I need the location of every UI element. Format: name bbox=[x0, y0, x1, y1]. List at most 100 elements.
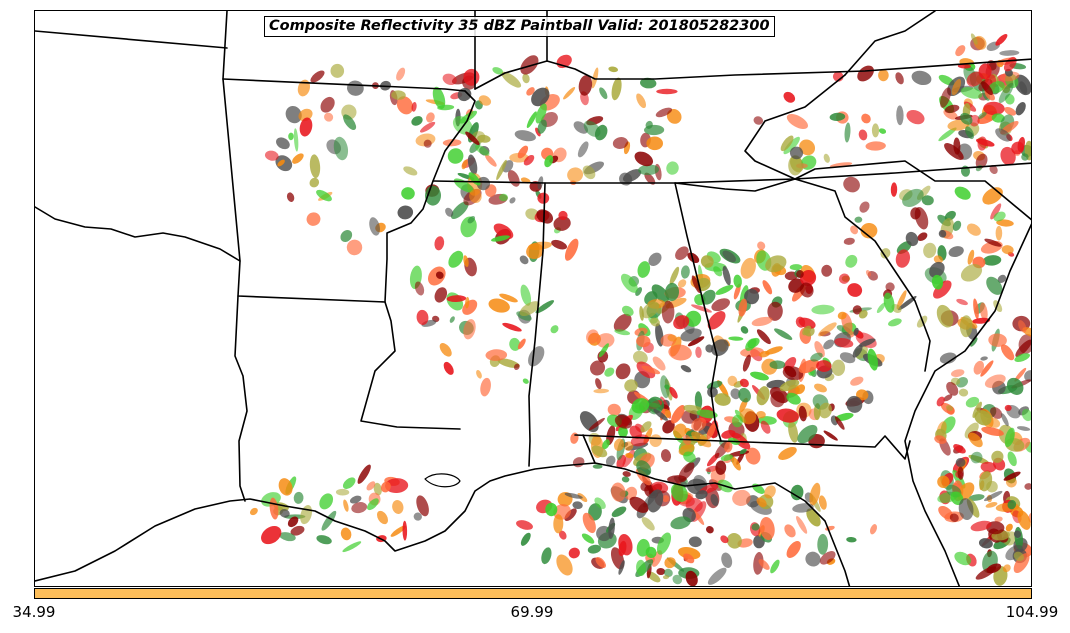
coast-atlantic bbox=[904, 223, 1031, 586]
reflectivity-blob bbox=[1014, 367, 1027, 382]
reflectivity-blob bbox=[960, 264, 983, 282]
reflectivity-blob bbox=[608, 66, 619, 73]
reflectivity-blob bbox=[974, 410, 992, 426]
border-mo-east bbox=[222, 11, 228, 80]
reflectivity-blob bbox=[954, 551, 972, 566]
reflectivity-blob bbox=[522, 378, 529, 384]
reflectivity-blob bbox=[636, 93, 647, 109]
reflectivity-blob bbox=[951, 78, 962, 96]
reflectivity-blob bbox=[895, 72, 904, 85]
reflectivity-blob bbox=[937, 475, 950, 488]
reflectivity-blob bbox=[988, 333, 1007, 347]
reflectivity-blob bbox=[446, 295, 467, 303]
reflectivity-blob bbox=[783, 136, 800, 155]
reflectivity-blob bbox=[756, 386, 770, 406]
reflectivity-blob bbox=[624, 486, 638, 501]
reflectivity-blob bbox=[320, 96, 335, 113]
reflectivity-blob bbox=[622, 471, 631, 477]
reflectivity-blob bbox=[297, 79, 311, 97]
reflectivity-blob bbox=[523, 154, 535, 166]
reflectivity-blob bbox=[858, 338, 876, 347]
reflectivity-blob bbox=[834, 416, 845, 430]
reflectivity-blob bbox=[818, 322, 837, 337]
reflectivity-blob bbox=[613, 313, 632, 332]
reflectivity-blob bbox=[591, 67, 599, 89]
reflectivity-blob bbox=[660, 449, 672, 463]
reflectivity-blob bbox=[677, 279, 687, 288]
reflectivity-blob bbox=[968, 432, 983, 448]
reflectivity-blob bbox=[906, 109, 925, 125]
reflectivity-blob bbox=[990, 203, 1002, 220]
reflectivity-blob bbox=[707, 311, 726, 330]
reflectivity-blob bbox=[944, 104, 960, 114]
reflectivity-blob bbox=[588, 417, 605, 431]
reflectivity-blob bbox=[509, 197, 516, 204]
reflectivity-blob bbox=[923, 242, 937, 259]
reflectivity-blob bbox=[485, 154, 497, 167]
reflectivity-blob bbox=[752, 483, 765, 494]
reflectivity-blob bbox=[624, 379, 638, 392]
reflectivity-blob bbox=[634, 151, 654, 167]
reflectivity-blob bbox=[461, 159, 468, 170]
reflectivity-blob bbox=[480, 377, 491, 397]
border-va-nc bbox=[794, 162, 1031, 180]
reflectivity-blob bbox=[467, 216, 476, 224]
reflectivity-blob bbox=[1004, 106, 1017, 116]
reflectivity-blob bbox=[403, 166, 418, 176]
reflectivity-blob bbox=[414, 281, 425, 296]
reflectivity-blob bbox=[501, 71, 522, 88]
reflectivity-blob bbox=[949, 513, 959, 522]
reflectivity-blob bbox=[1000, 146, 1016, 166]
reflectivity-blob bbox=[553, 514, 564, 534]
reflectivity-blob bbox=[810, 352, 823, 362]
reflectivity-blob bbox=[993, 300, 1003, 313]
reflectivity-blob bbox=[641, 301, 660, 319]
reflectivity-blob bbox=[445, 207, 454, 217]
border-tn-nc bbox=[674, 178, 796, 192]
reflectivity-blob bbox=[1003, 471, 1021, 481]
reflectivity-blob bbox=[695, 490, 708, 500]
border-sc-state bbox=[794, 160, 1031, 221]
reflectivity-blob bbox=[1005, 523, 1013, 532]
reflectivity-blob bbox=[680, 265, 690, 279]
reflectivity-blob bbox=[958, 498, 974, 521]
reflectivity-blob bbox=[578, 75, 593, 96]
reflectivity-blob bbox=[442, 73, 457, 85]
reflectivity-blob bbox=[636, 460, 652, 477]
reflectivity-blob bbox=[467, 154, 478, 175]
reflectivity-blob bbox=[829, 162, 853, 168]
reflectivity-blob bbox=[593, 388, 609, 394]
reflectivity-blob bbox=[624, 441, 634, 451]
reflectivity-blob bbox=[385, 478, 409, 494]
reflectivity-blob bbox=[878, 69, 889, 82]
reflectivity-blob bbox=[980, 360, 994, 377]
reflectivity-blob bbox=[491, 235, 510, 242]
reflectivity-blob bbox=[706, 423, 716, 440]
reflectivity-blob bbox=[816, 360, 832, 372]
reflectivity-blob bbox=[984, 238, 1002, 247]
reflectivity-blob bbox=[366, 481, 376, 491]
reflectivity-blob bbox=[675, 246, 689, 261]
reflectivity-blob bbox=[662, 420, 675, 434]
reflectivity-blob bbox=[895, 249, 911, 268]
reflectivity-blob bbox=[413, 512, 422, 521]
reflectivity-blob bbox=[683, 553, 695, 564]
reflectivity-blob bbox=[477, 134, 491, 143]
reflectivity-blob bbox=[978, 63, 992, 80]
reflectivity-blob bbox=[377, 510, 388, 525]
reflectivity-blob bbox=[972, 401, 982, 418]
reflectivity-blob bbox=[661, 300, 675, 324]
reflectivity-blob bbox=[279, 509, 290, 518]
reflectivity-blob bbox=[769, 360, 786, 370]
reflectivity-blob bbox=[858, 310, 868, 319]
reflectivity-blob bbox=[476, 370, 482, 379]
reflectivity-blob bbox=[705, 344, 714, 353]
reflectivity-blob bbox=[983, 101, 1005, 116]
reflectivity-blob bbox=[931, 274, 944, 290]
border-ohio-river bbox=[474, 58, 1031, 90]
reflectivity-blob bbox=[582, 512, 596, 534]
reflectivity-blob bbox=[426, 112, 435, 123]
reflectivity-blob bbox=[664, 282, 680, 302]
reflectivity-blob bbox=[673, 315, 690, 330]
reflectivity-blob bbox=[951, 369, 965, 377]
